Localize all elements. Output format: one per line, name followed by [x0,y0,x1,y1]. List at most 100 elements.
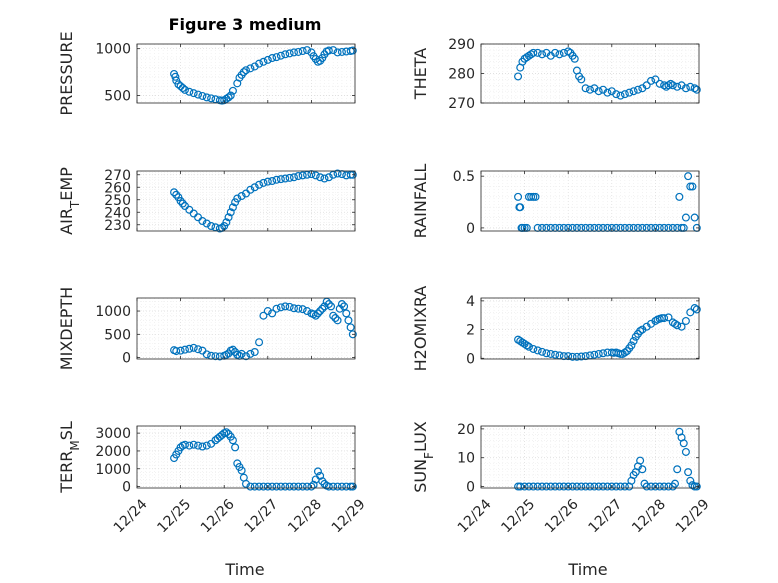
data-point [324,482,333,491]
data-point [684,468,693,477]
data-point [603,88,612,97]
data-point [692,305,701,314]
data-point [686,182,695,191]
data-point [636,327,645,336]
data-point [551,350,560,359]
y-tick-label: 0 [466,221,475,237]
data-point [178,84,187,93]
data-point [668,81,677,90]
y-tick-label: 500 [104,327,131,343]
data-point [198,442,207,451]
y-axis-label: MIXDEPTH [57,287,76,370]
y-tick-label: 0.5 [453,169,475,185]
data-point [178,199,187,208]
data-point [233,194,242,203]
data-point [268,309,277,318]
data-point [651,482,660,491]
data-point [559,352,568,361]
data-point [222,350,231,359]
data-point [289,48,298,57]
data-point [520,482,529,491]
data-point [599,349,608,358]
data-point [346,323,355,332]
data-point [189,440,198,449]
data-point [673,321,682,330]
data-point [237,349,246,358]
data-point [514,192,523,201]
data-point [690,84,699,93]
data-point [303,46,312,55]
data-point [263,482,272,491]
y-tick-label: 0 [122,351,131,367]
data-point [294,482,303,491]
data-point [673,465,682,474]
data-point [207,94,216,103]
data-point [289,304,298,313]
data-point [627,341,636,350]
subplot-h2omixra: 0 2 4 H2OMIXRA [411,286,701,371]
y-axis-label: THETA [411,48,430,100]
data-point [612,90,621,99]
y-tick-label: 1000 [95,462,131,478]
data-point [316,173,325,182]
data-point [340,302,349,311]
data-point [311,171,320,180]
data-point [679,439,688,448]
data-point [222,428,231,437]
data-point [664,81,673,90]
data-point [202,219,211,228]
data-point [255,180,264,189]
data-point [202,441,211,450]
data-point [276,175,285,184]
data-point [572,352,581,361]
data-point [664,313,673,322]
axes-box [136,170,356,232]
subplot-pressure: 500 1000 PRESSURE [57,31,357,116]
data-point [228,86,237,95]
data-point [344,316,353,325]
data-point [594,482,603,491]
data-point [690,213,699,222]
data-point [224,213,233,222]
data-point [666,79,675,88]
y-tick-label: 0 [466,351,475,367]
data-point [671,479,680,488]
data-point [348,482,357,491]
data-point [585,85,594,94]
data-point [226,91,235,100]
data-point [542,482,551,491]
data-point [259,311,268,320]
data-point [185,344,194,353]
data-point [180,440,189,449]
data-point [268,54,277,63]
data-point [311,311,320,320]
data-point [660,482,669,491]
data-point [331,314,340,323]
data-point [316,307,325,316]
data-point [281,174,290,183]
data-point [529,192,538,201]
data-point [533,48,542,57]
data-point [516,482,525,491]
data-point [281,302,290,311]
y-axis-label: PRESSURE [57,31,76,115]
data-point [239,68,248,77]
data-point [564,352,573,361]
data-point [538,482,547,491]
y-tick-label: 0 [466,480,475,496]
data-point [594,349,603,358]
subplot-theta: 270 280 290 THETA [411,37,701,112]
y-axis-label: RAINFALL [411,164,430,239]
data-point [647,76,656,85]
data-point [337,47,346,56]
data-point [259,57,268,66]
data-point [276,482,285,491]
y-tick-label: 240 [104,205,131,221]
data-point [294,47,303,56]
data-point [673,82,682,91]
data-point [172,347,181,356]
y-tick-label: 2 [466,323,475,339]
data-point [246,349,255,358]
subplot-mixdepth: 0 500 1000 MIXDEPTH [57,287,357,370]
data-point [686,476,695,485]
